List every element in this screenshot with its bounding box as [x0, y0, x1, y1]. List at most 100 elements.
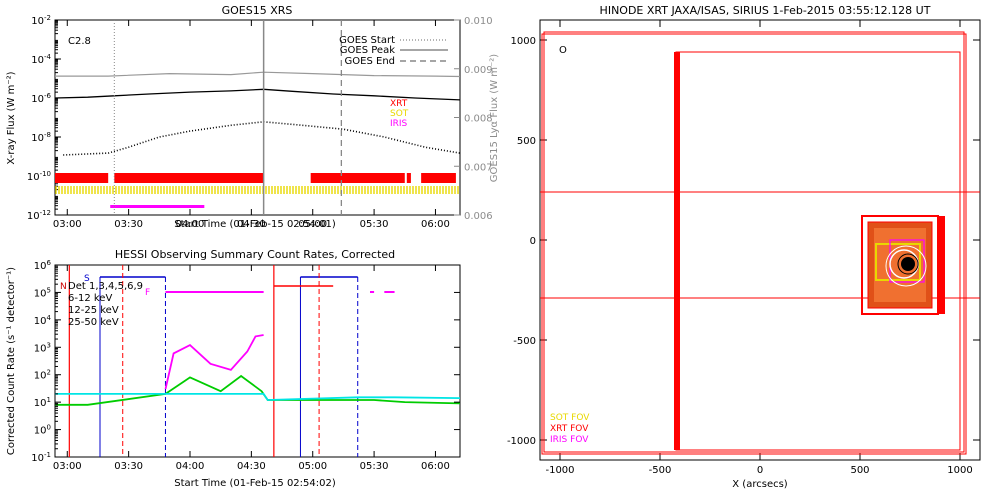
goes-title: GOES15 XRS [222, 4, 293, 17]
hessi-plot-frame [54, 264, 461, 458]
goes-legend: GOES Start GOES Peak GOES End XRT SOT IR… [339, 35, 448, 129]
sunspot-core [901, 257, 915, 271]
hessi-series [55, 334, 461, 406]
hessi-saa-flag-label: S [84, 274, 90, 284]
legend-goes-start: GOES Start [339, 35, 395, 46]
hessi-y-tick-label: 102 [34, 369, 51, 382]
xrt-coverage-bar [406, 173, 411, 183]
goes-x-ticks: 03:00 03:30 04:00 04:30 05:00 05:30 06:00 [53, 20, 450, 230]
goes-y-tick-label: 10-2 [31, 14, 51, 27]
hessi-x-tick-label: 03:00 [53, 461, 82, 472]
xrt-coverage-bar [421, 173, 456, 183]
iris-coverage-bar [110, 205, 205, 208]
xrt-fov-edge-bar [674, 52, 680, 450]
hessi-flags [68, 265, 395, 457]
hessi-legend: N S F Det 1,3,4,5,6,9 6-12 keV 12-25 keV… [60, 274, 150, 328]
hessi-legend-12-25: 12-25 keV [68, 305, 119, 316]
hessi-y-tick-label: 10-1 [31, 451, 51, 464]
goes-flare-class: C2.8 [68, 36, 91, 47]
hessi-y-tick-label: 101 [34, 396, 51, 409]
goes-y-tick-label: 10-10 [27, 170, 51, 183]
goes-x-tick-label: 05:30 [360, 219, 389, 230]
xrt-fov-outer [541, 33, 967, 455]
legend-iris: IRIS [390, 119, 408, 129]
map-x-label: X (arcsecs) [732, 479, 788, 490]
hessi-series-2 [55, 393, 461, 401]
hessi-y-tick-label: 106 [34, 259, 52, 272]
hessi-y-tick-label: 103 [34, 341, 51, 354]
goes-x-label: Start Time (01-Feb-15 02:54:01) [174, 219, 336, 230]
goes-right-tick-label: 0.009 [464, 65, 493, 76]
hessi-x-tick-label: 04:30 [237, 461, 266, 472]
xrt-coverage-bar [114, 173, 264, 183]
map-sun-marker: O [559, 45, 567, 56]
hessi-legend-title: Det 1,3,4,5,6,9 [68, 281, 143, 292]
map-fov-boxes [540, 31, 980, 455]
goes-right-tick-label: 0.010 [464, 16, 493, 27]
goes-y-label: X-ray Flux (W m⁻²) [6, 71, 17, 164]
hessi-x-tick-label: 06:00 [421, 461, 450, 472]
xrt-map-panel: HINODE XRT JAXA/ISAS, SIRIUS 1-Feb-2015 … [507, 4, 981, 490]
goes-x-tick-label: 03:30 [114, 219, 143, 230]
hessi-x-ticks: 03:00 03:30 04:00 04:30 05:00 05:30 06:00 [53, 265, 450, 472]
goes-y-tick-label: 10-6 [31, 92, 51, 105]
map-title: HINODE XRT JAXA/ISAS, SIRIUS 1-Feb-2015 … [600, 4, 931, 17]
active-region-image [861, 215, 945, 315]
legend-xrt: XRT [390, 99, 408, 109]
map-legend-xrt: XRT FOV [550, 424, 589, 434]
xrt-coverage-bar [310, 173, 405, 183]
hessi-x-tick-label: 05:00 [298, 461, 327, 472]
map-y-tick-label: 500 [517, 136, 536, 147]
goes-right-tick-label: 0.007 [464, 162, 493, 173]
hessi-y-tick-label: 105 [34, 286, 51, 299]
hessi-title: HESSI Observing Summary Count Rates, Cor… [115, 248, 395, 261]
sot-fov-box [875, 243, 921, 281]
hessi-series-1 [55, 374, 461, 406]
map-y-tick-label: -500 [513, 336, 536, 347]
goes-y-tick-label: 10-4 [31, 53, 51, 66]
map-x-tick-label: -1000 [545, 465, 574, 476]
map-y-tick-label: -1000 [507, 436, 536, 447]
hessi-night-flag-label: N [60, 282, 67, 292]
goes-coverage-bars [55, 173, 459, 208]
hessi-y-tick-label: 104 [34, 314, 52, 327]
hessi-panel: HESSI Observing Summary Count Rates, Cor… [6, 248, 461, 489]
map-x-tick-label: -500 [649, 465, 672, 476]
goes-panel: GOES15 XRS 10-12 10-10 10-8 10-6 10-4 10-2 0.… [6, 4, 500, 230]
hessi-legend-6-12: 6-12 keV [68, 293, 112, 304]
goes-x-tick-label: 03:00 [53, 219, 82, 230]
goes-right-ticks: 0.006 0.007 0.008 0.009 0.010 [454, 16, 493, 222]
goes-x-tick-label: 05:00 [298, 219, 327, 230]
goes-x-tick-label: 06:00 [421, 219, 450, 230]
goes-right-tick-label: 0.006 [464, 211, 493, 222]
hessi-legend-25-50: 25-50 keV [68, 317, 119, 328]
contour-white-2 [885, 245, 927, 287]
hessi-y-tick-label: 100 [34, 424, 51, 437]
sunspot-contour [897, 253, 919, 275]
xrt-fov-outer-2 [543, 31, 965, 453]
legend-goes-peak: GOES Peak [340, 45, 395, 56]
goes-right-tick-label: 0.008 [464, 114, 493, 125]
hessi-series-0 [164, 334, 264, 390]
legend-sot: SOT [390, 109, 409, 119]
goes-x-tick-label: 04:00 [176, 219, 205, 230]
goes-right-y-label: GOES15 Lyα Flux (W m⁻²) [489, 54, 500, 182]
map-legend-sot: SOT FOV [550, 413, 590, 423]
goes-y-tick-label: 10-8 [31, 131, 51, 144]
goes-y-tick-label: 10-12 [27, 209, 51, 222]
hessi-y-label: Corrected Count Rate (s⁻¹ detector⁻¹) [6, 267, 17, 455]
map-x-tick-label: 500 [850, 465, 869, 476]
hessi-flare-flag-label: F [145, 288, 150, 298]
legend-goes-end: GOES End [345, 56, 395, 67]
map-y-tick-label: 0 [530, 236, 536, 247]
hessi-x-label: Start Time (01-Feb-15 02:54:02) [174, 478, 336, 489]
xrt-coverage-bar [55, 173, 109, 183]
map-legend: SOT FOV XRT FOV IRIS FOV [550, 413, 590, 445]
map-x-tick-label: 0 [757, 465, 763, 476]
map-y-tick-label: 1000 [511, 36, 536, 47]
hessi-x-tick-label: 04:00 [176, 461, 205, 472]
goes-x-tick-label: 04:30 [237, 219, 266, 230]
hessi-x-tick-label: 05:30 [360, 461, 389, 472]
goes-series-2 [55, 71, 461, 78]
